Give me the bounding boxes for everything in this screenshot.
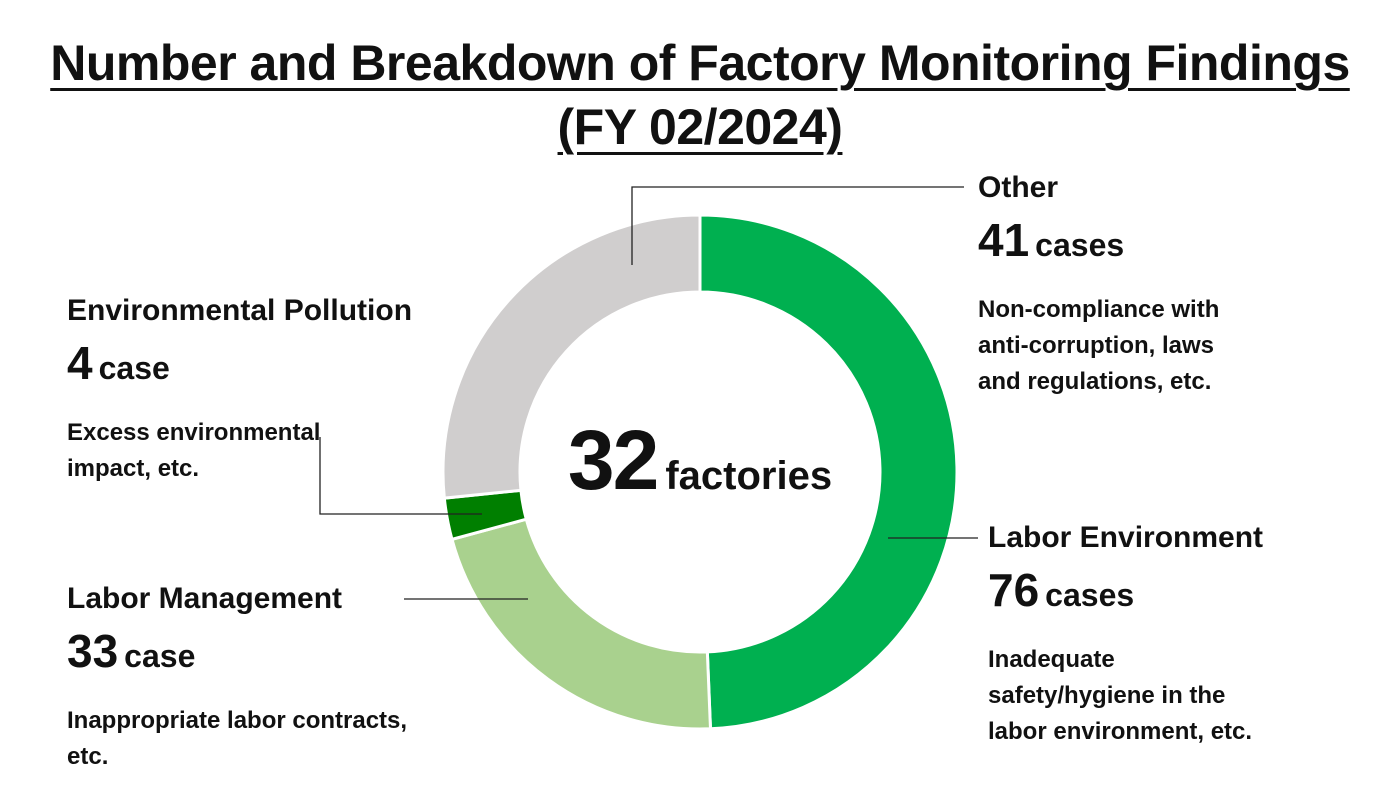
label-other-count: 41 cases [978, 214, 1378, 278]
leader-line-environmental-pollution [319, 437, 482, 515]
label-environmental-pollution-desc-line: Excess environmental [67, 419, 321, 446]
label-labor-environment-desc-line: Inadequate [988, 646, 1115, 673]
chart-title-line1: Number and Breakdown of Factory Monitori… [50, 35, 1350, 91]
label-labor-management-desc-line: Inappropriate labor contracts, [67, 707, 408, 734]
donut-slices [441, 213, 959, 731]
label-other-name: Other [978, 171, 1059, 204]
label-labor-environment-name: Labor Environment [988, 521, 1264, 554]
label-labor-management: Labor Management 33 case Inappropriate la… [67, 581, 527, 775]
label-labor-environment-desc-line: safety/hygiene in the [988, 682, 1226, 709]
label-environmental-pollution: Environmental Pollution 4 case Excess env… [67, 293, 467, 487]
label-other-count-unit: cases [1035, 227, 1125, 263]
leader-line-other [631, 186, 964, 265]
label-environmental-pollution-count: 4 case [67, 337, 467, 401]
label-labor-environment-count-unit: cases [1045, 577, 1135, 613]
chart-title-line2: (FY 02/2024) [557, 99, 843, 155]
label-other-desc-line: and regulations, etc. [978, 368, 1212, 395]
slice-other [441, 213, 702, 500]
label-other-count-value: 41 [978, 214, 1030, 266]
label-other-desc-line: Non-compliance with [978, 296, 1220, 323]
label-labor-management-name: Labor Management [67, 582, 343, 615]
label-labor-management-count: 33 case [67, 625, 527, 689]
label-labor-environment: Labor Environment 76 cases Inadequate saf… [988, 520, 1388, 750]
label-labor-environment-count-value: 76 [988, 564, 1040, 616]
label-other-desc: Non-compliance with anti-corruption, law… [978, 292, 1378, 400]
label-labor-environment-desc-line: labor environment, etc. [988, 718, 1253, 745]
slice-labor-environment [698, 213, 959, 731]
label-labor-management-count-value: 33 [67, 625, 119, 677]
center-total: 32 factories [440, 412, 960, 509]
label-other-desc-line: anti-corruption, laws [978, 332, 1215, 359]
label-environmental-pollution-desc-line: impact, etc. [67, 455, 200, 482]
center-total-unit: factories [665, 454, 833, 498]
label-labor-environment-desc: Inadequate safety/hygiene in the labor e… [988, 642, 1388, 750]
leader-lines [319, 186, 978, 600]
center-total-value: 32 [567, 413, 659, 507]
label-environmental-pollution-name: Environmental Pollution [67, 294, 413, 327]
label-labor-management-desc: Inappropriate labor contracts, etc. [67, 703, 527, 775]
label-environmental-pollution-desc: Excess environmental impact, etc. [67, 415, 467, 487]
label-labor-management-count-unit: case [124, 638, 196, 674]
label-environmental-pollution-count-unit: case [98, 350, 170, 386]
label-other: Other 41 cases Non-compliance with anti-c… [978, 170, 1378, 400]
label-labor-management-desc-line: etc. [67, 743, 109, 770]
label-labor-environment-count: 76 cases [988, 564, 1388, 628]
label-environmental-pollution-count-value: 4 [67, 337, 93, 389]
